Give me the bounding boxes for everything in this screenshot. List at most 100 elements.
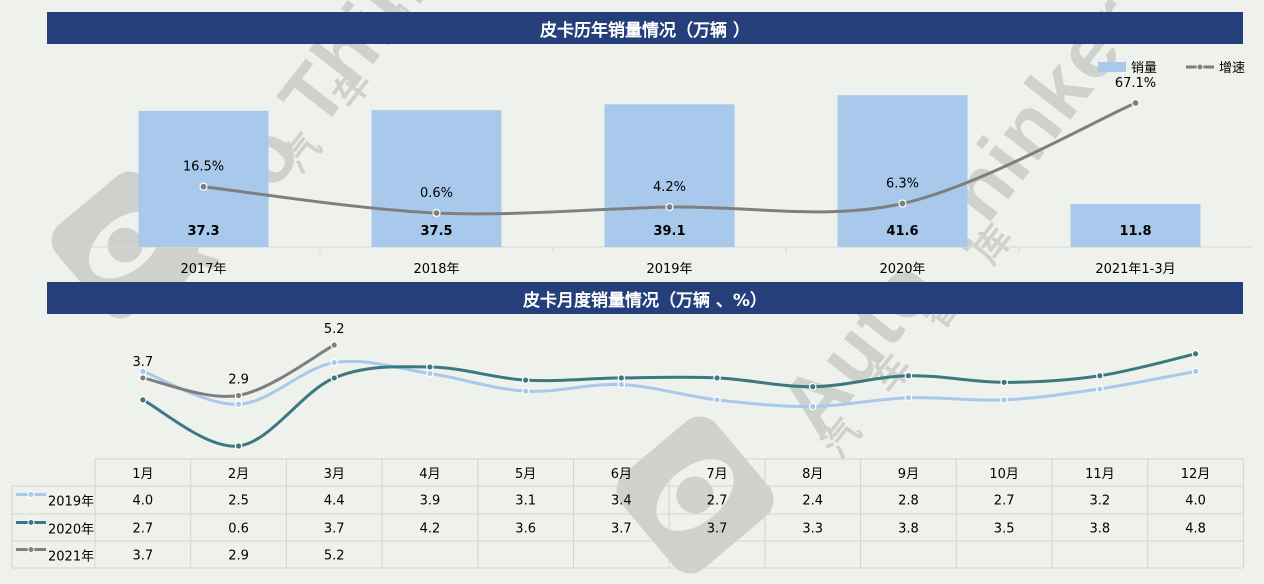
monthly-point — [713, 374, 721, 382]
table-month-header: 7月 — [706, 467, 727, 482]
monthly-point — [617, 374, 626, 382]
table-cell-value: 2.5 — [228, 494, 249, 509]
monthly-point — [1096, 385, 1104, 393]
monthly-point — [330, 341, 339, 349]
monthly-point — [234, 391, 243, 400]
monthly-2021-label: 5.2 — [324, 322, 345, 337]
table-cell-value: 2.7 — [994, 494, 1015, 509]
monthly-line-2021年 — [142, 343, 335, 398]
table-cell-value: 3.4 — [611, 494, 632, 509]
monthly-point — [139, 374, 147, 382]
growth-label: 6.3% — [886, 177, 919, 192]
table-series-name: 2019年 — [48, 495, 94, 510]
legend-growth-label: 增速 — [1219, 61, 1245, 76]
annual-category-label: 2019年 — [646, 262, 692, 277]
monthly-point — [808, 402, 817, 411]
table-month-header: 9月 — [898, 467, 919, 482]
table-cell-value: 5.2 — [324, 549, 345, 564]
table-month-header: 5月 — [515, 467, 536, 482]
annual-category-label: 2020年 — [879, 262, 925, 277]
annual-category-label: 2021年1-3月 — [1095, 262, 1175, 277]
table-legend-marker — [27, 546, 35, 553]
table-cell-value: 3.8 — [898, 522, 919, 537]
growth-point — [665, 202, 674, 212]
table-cell-value: 2.7 — [133, 522, 154, 537]
monthly-point — [713, 396, 721, 404]
table-cell-value: 2.4 — [802, 494, 823, 509]
table-cell-value: 3.1 — [515, 494, 536, 509]
monthly-point — [904, 393, 913, 402]
monthly-point — [1000, 396, 1008, 404]
legend-sales-swatch — [1098, 62, 1126, 72]
monthly-point — [426, 363, 434, 371]
sales-bar — [371, 110, 502, 247]
growth-point — [199, 182, 208, 191]
monthly-line-2019年 — [142, 359, 1196, 408]
table-cell-value: 3.2 — [1090, 494, 1111, 509]
watermark-pupil-icon — [107, 227, 143, 263]
table-cell-value: 4.2 — [420, 522, 441, 537]
sales-bar-label: 41.6 — [886, 224, 918, 239]
table-legend-marker — [27, 491, 35, 498]
annual-category-label: 2018年 — [413, 262, 459, 277]
monthly-point — [904, 371, 913, 380]
growth-label: 67.1% — [1115, 76, 1156, 91]
table-month-header: 1月 — [132, 467, 153, 482]
table-cell-value: 4.0 — [1185, 494, 1206, 509]
table-cell-value: 4.0 — [133, 494, 154, 509]
annual-chart-title: 皮卡历年销量情况（万辆 ） — [47, 12, 1243, 44]
watermark-badge-2 — [616, 416, 774, 574]
annual-category-label: 2017年 — [180, 262, 226, 277]
table-month-header: 12月 — [1181, 467, 1211, 482]
monthly-point — [1096, 371, 1104, 380]
sales-bar — [1070, 203, 1201, 247]
table-month-header: 8月 — [802, 467, 823, 482]
sales-bar-label: 39.1 — [653, 224, 685, 239]
table-series-name: 2020年 — [48, 523, 94, 538]
monthly-2021-label: 2.9 — [228, 373, 249, 388]
monthly-point — [617, 380, 626, 389]
table-cell-value: 3.9 — [420, 494, 441, 509]
growth-point — [1131, 98, 1140, 108]
monthly-2021-label: 3.7 — [133, 355, 154, 370]
table-cell-value: 3.5 — [994, 522, 1015, 537]
sales-bar — [604, 104, 735, 247]
table-cell-value: 3.3 — [802, 522, 823, 537]
monthly-chart-title: 皮卡月度销量情况（万辆 、%） — [47, 282, 1243, 314]
table-cell-value: 3.7 — [324, 522, 345, 537]
monthly-line-2020年 — [142, 352, 1196, 448]
table-cell-value: 3.7 — [133, 549, 154, 564]
monthly-point — [808, 382, 817, 391]
table-legend-marker — [27, 519, 35, 526]
table-month-header: 3月 — [324, 467, 345, 482]
growth-label: 0.6% — [420, 186, 453, 201]
growth-label: 16.5% — [183, 160, 224, 175]
table-month-header: 4月 — [419, 467, 440, 482]
table-month-header: 6月 — [611, 467, 632, 482]
legend-growth-marker — [1196, 63, 1204, 71]
monthly-point — [139, 396, 147, 404]
table-cell-value: 2.7 — [707, 494, 728, 509]
monthly-point — [234, 400, 243, 409]
table-cell-value: 3.6 — [515, 522, 536, 537]
growth-point — [432, 208, 441, 218]
table-cell-value: 3.8 — [1090, 522, 1111, 537]
monthly-point — [1191, 367, 1200, 376]
table-cell-value: 2.9 — [228, 549, 249, 564]
table-cell-value: 4.8 — [1185, 522, 1206, 537]
table-series-name: 2021年 — [48, 550, 94, 565]
table-cell-value: 0.6 — [228, 522, 249, 537]
monthly-point — [330, 374, 339, 382]
table-cell-value: 4.4 — [324, 494, 345, 509]
growth-label: 4.2% — [653, 180, 686, 195]
sales-bar — [837, 95, 968, 247]
table-cell-value: 3.7 — [611, 522, 632, 537]
monthly-point — [330, 358, 339, 367]
table-month-header: 10月 — [989, 467, 1019, 482]
sales-bar-label: 11.8 — [1119, 224, 1151, 239]
monthly-point — [1000, 378, 1008, 387]
table-month-header: 11月 — [1085, 467, 1115, 482]
growth-point — [898, 199, 907, 208]
table-cell-value: 3.7 — [707, 522, 728, 537]
